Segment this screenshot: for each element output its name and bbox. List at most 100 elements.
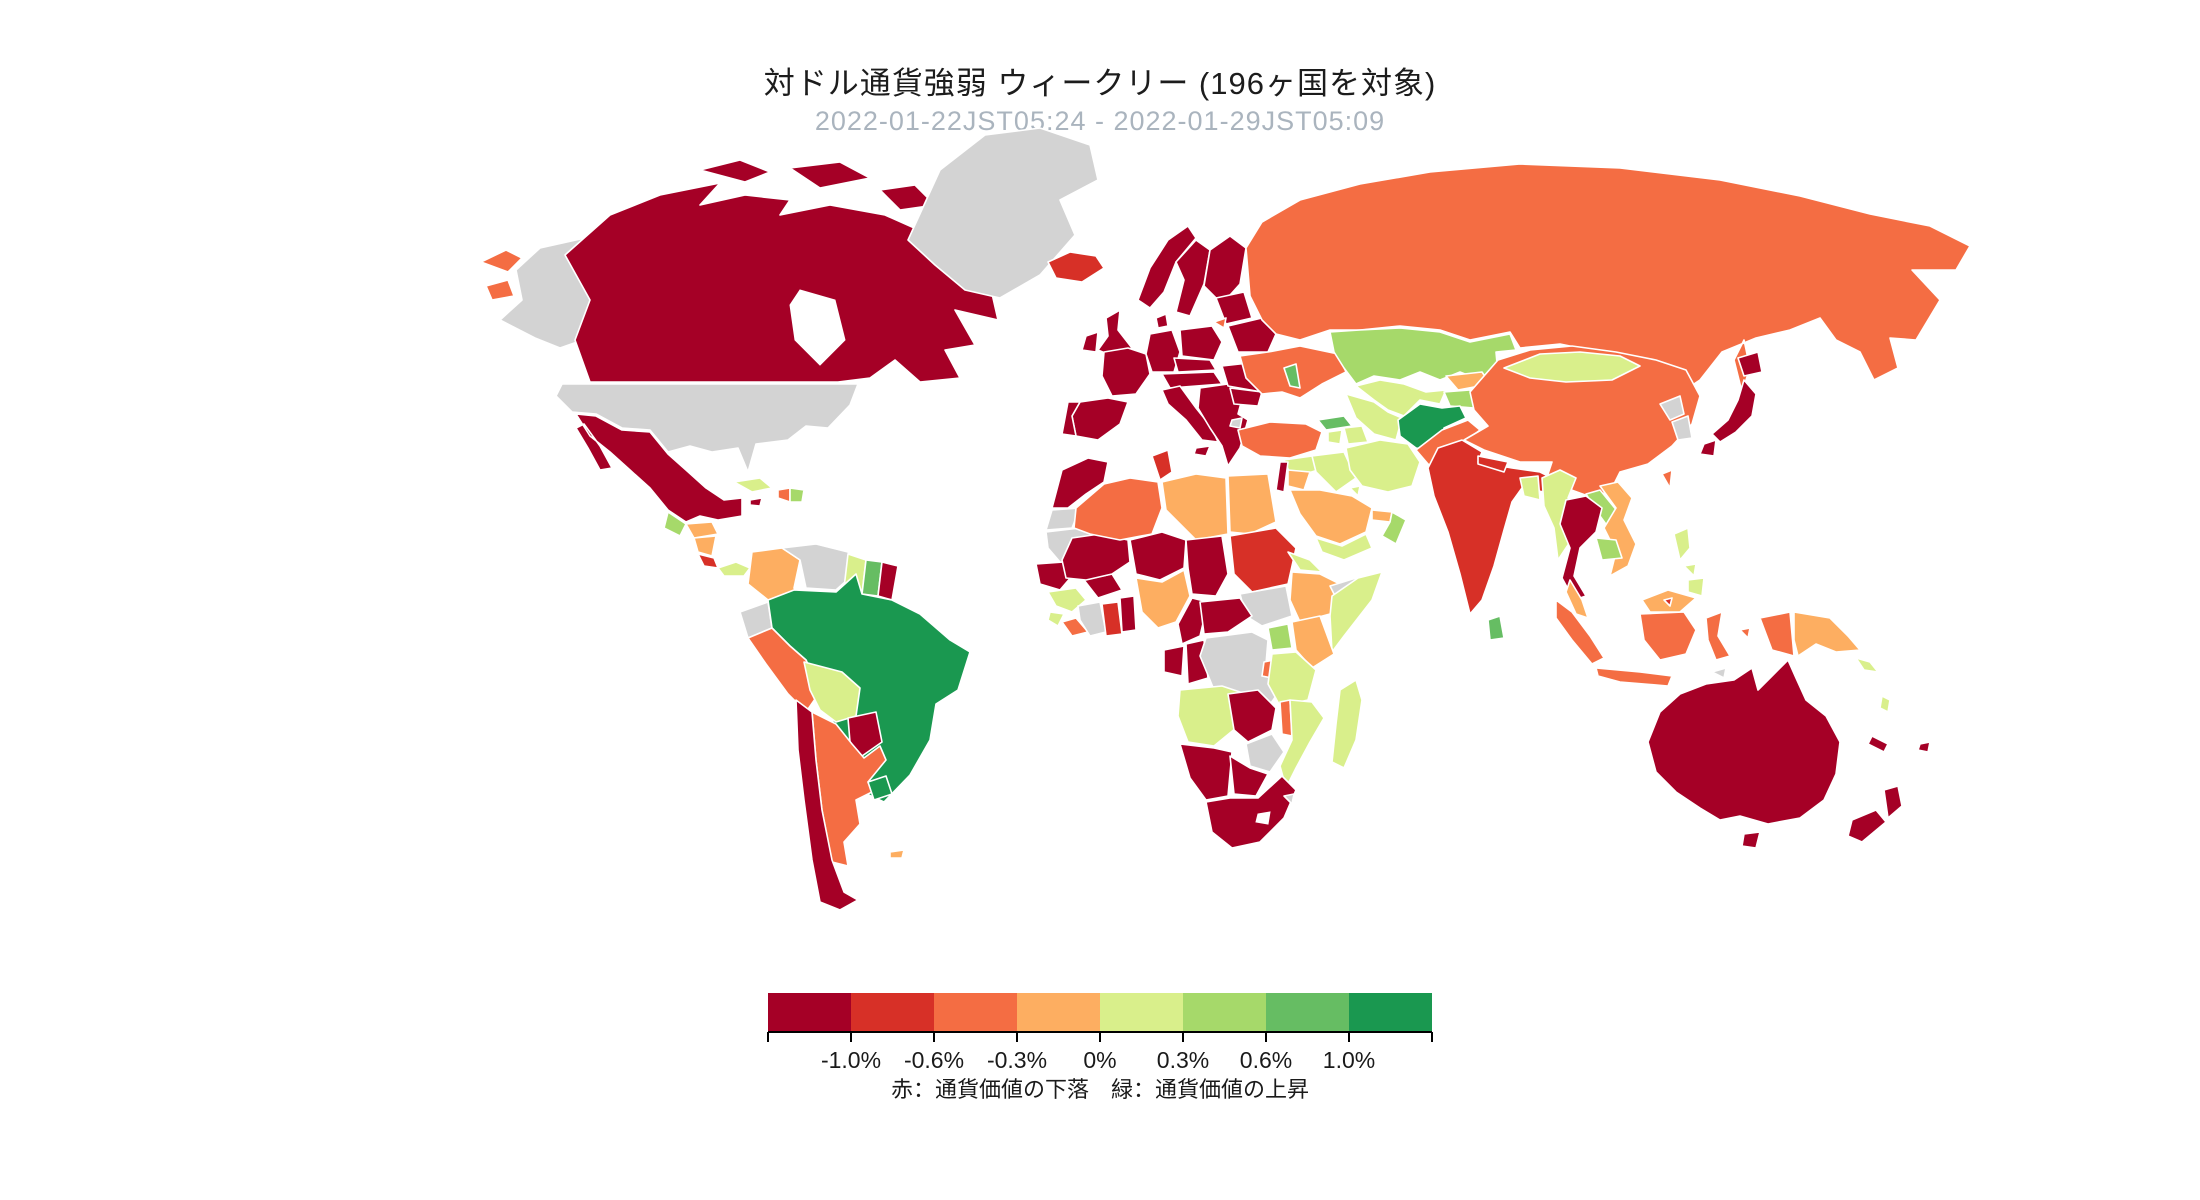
country-zambia <box>1227 689 1277 743</box>
country-zimbabwe <box>1245 733 1285 773</box>
country-dominican-republic <box>789 487 805 503</box>
country-armenia <box>1327 429 1343 445</box>
country-south-sudan <box>1239 585 1293 627</box>
country-somalia <box>1329 571 1383 653</box>
country-jordan <box>1287 469 1311 491</box>
country-sierra-leone <box>1047 611 1065 627</box>
country-uruguay <box>867 775 893 801</box>
country-spain <box>1071 397 1129 441</box>
country-guatemala <box>663 511 687 537</box>
colorbar-tick-label: 0.3% <box>1157 1047 1209 1073</box>
colorbar-tick-label: 0.6% <box>1240 1047 1292 1073</box>
country-oman <box>1381 511 1407 545</box>
colorbar-segment-8 <box>1349 993 1432 1032</box>
country-south-korea <box>1671 415 1693 441</box>
country-western-sahara <box>1045 507 1081 531</box>
country-austria-hungary <box>1161 371 1223 389</box>
country-iran <box>1345 439 1421 493</box>
country-nigeria <box>1135 569 1191 629</box>
colorbar-legend: -1.0% -0.6% -0.3% 0% 0.3% 0.6% 1.0% <box>767 993 1433 1073</box>
country-kaliningrad-russia <box>1213 317 1227 329</box>
country-cote-divoire <box>1077 601 1107 637</box>
country-madagascar <box>1331 679 1363 769</box>
country-nicaragua <box>693 535 717 557</box>
colorbar-segment-6 <box>1183 993 1266 1032</box>
country-georgia <box>1317 415 1353 431</box>
country-paraguay <box>847 711 883 757</box>
country-jamaica <box>749 497 763 507</box>
country-uzbekistan <box>1355 379 1447 417</box>
country-turkey <box>1237 421 1323 459</box>
country-ghana <box>1101 601 1123 637</box>
date-range-subtitle: 2022-01-22JST05:24 - 2022-01-29JST05:09 <box>814 106 1386 136</box>
colorbar-tick-label: -0.6% <box>904 1047 964 1073</box>
country-bangladesh <box>1519 475 1541 501</box>
country-mongolia <box>1503 351 1641 383</box>
country-finland <box>1203 235 1247 305</box>
country-iraq <box>1311 451 1357 493</box>
country-moldova <box>1283 363 1301 389</box>
country-fiji <box>1917 741 1931 753</box>
colorbar-tick-label: 0% <box>1083 1047 1116 1073</box>
country-denmark <box>1155 313 1169 329</box>
country-belarus <box>1227 317 1277 353</box>
country-chad <box>1185 535 1229 597</box>
country-egypt <box>1227 473 1277 535</box>
country-poland <box>1179 325 1223 361</box>
country-cuba <box>733 477 773 493</box>
country-sudan <box>1229 527 1297 593</box>
colorbar-segment-5 <box>1100 993 1183 1032</box>
hudson-bay <box>789 289 846 366</box>
country-chile <box>795 699 859 911</box>
legend-caption: 赤：通貨価値の下落 緑：通貨価値の上昇 <box>890 1077 1309 1102</box>
country-niger <box>1129 531 1187 581</box>
country-french-guiana <box>877 561 899 601</box>
country-north-macedonia <box>1229 417 1243 429</box>
colorbar-tick-label: 1.0% <box>1323 1047 1375 1073</box>
country-yemen <box>1315 533 1373 561</box>
country-mozambique <box>1279 699 1325 789</box>
country-australia <box>1647 659 1841 849</box>
country-honduras <box>685 521 719 539</box>
country-costa-rica <box>697 553 719 569</box>
country-mexico <box>575 413 743 523</box>
country-eswatini <box>1283 793 1295 805</box>
country-mali <box>1061 533 1131 581</box>
colorbar-segment-1 <box>768 993 851 1032</box>
country-north-korea <box>1659 395 1685 421</box>
country-eritrea <box>1287 551 1323 573</box>
country-falkland-islands <box>889 849 905 859</box>
country-bolivia <box>803 661 861 723</box>
country-new-caledonia <box>1867 735 1889 753</box>
country-greenland <box>907 127 1099 299</box>
country-taiwan <box>1661 469 1673 489</box>
country-algeria <box>1073 477 1163 541</box>
colorbar-segment-3 <box>934 993 1017 1032</box>
country-togo-benin <box>1119 595 1137 633</box>
country-haiti <box>777 487 791 503</box>
page-title: 対ドル通貨強弱 ウィークリー (196ヶ国を対象) <box>763 66 1437 101</box>
country-azerbaijan <box>1343 425 1369 445</box>
country-indonesia <box>1555 599 1795 687</box>
country-tanzania <box>1267 651 1317 707</box>
lesotho-hole <box>1255 811 1271 825</box>
country-czech-slovakia <box>1173 357 1217 373</box>
country-libya <box>1161 473 1229 541</box>
country-south-africa <box>1205 775 1297 849</box>
colorbar-segment-4 <box>1017 993 1100 1032</box>
country-iceland <box>1047 251 1105 283</box>
country-vanuatu <box>1879 695 1891 713</box>
country-panama <box>717 561 751 577</box>
country-cambodia <box>1595 537 1623 561</box>
country-senegal-gambia <box>1035 561 1073 591</box>
country-vietnam <box>1599 481 1637 577</box>
country-bulgaria <box>1229 387 1263 407</box>
country-timor <box>1711 667 1727 679</box>
country-philippines <box>1673 527 1705 597</box>
country-norway <box>1137 225 1197 309</box>
country-usa <box>555 383 859 473</box>
country-israel-lebanon <box>1275 461 1289 493</box>
country-malaysia <box>1565 579 1697 619</box>
